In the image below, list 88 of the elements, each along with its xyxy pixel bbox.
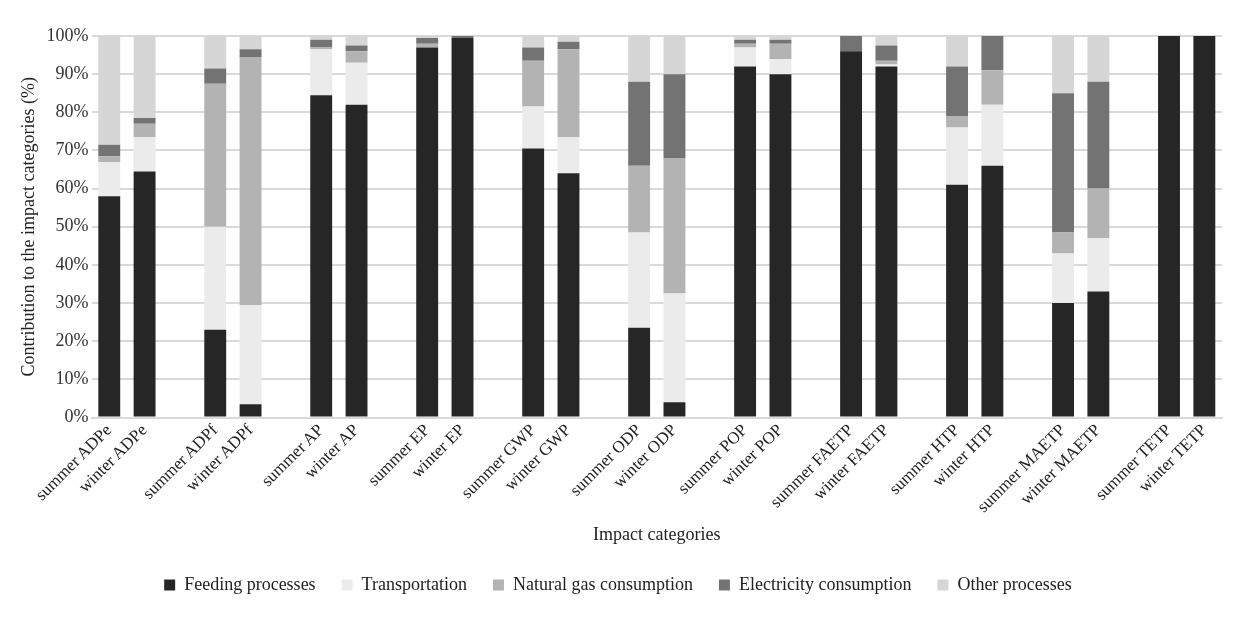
y-tick-label: 10% [55,368,89,389]
bar [522,60,545,107]
bar [875,60,898,65]
y-tick-label: 90% [55,62,89,83]
bar [204,329,227,417]
bar [204,83,227,227]
bar [628,232,651,328]
bar [875,45,898,61]
bar [310,95,333,417]
bar [769,58,792,75]
bar [1087,238,1110,292]
y-axis-title: Contribution to the impact categories (%) [17,77,39,377]
y-tick-label: 40% [55,253,89,274]
bar [628,81,651,166]
bar [133,118,156,124]
bar [310,49,333,96]
bar [345,104,368,417]
bar [946,116,969,128]
bar [416,47,439,417]
bar [522,148,545,417]
bar [557,173,580,417]
bar [557,137,580,174]
bar [946,184,969,417]
bar [557,49,580,138]
bar [522,106,545,149]
y-tick-label: 80% [55,101,89,122]
bar [239,404,262,417]
legend-label: Natural gas consumption [512,573,693,594]
y-tick-label: 60% [55,177,89,198]
bar [416,37,439,44]
bar [628,165,651,233]
bar [946,66,969,117]
bar [981,36,1004,71]
bar [734,47,757,67]
bar [840,36,863,52]
bar [133,123,156,138]
bar [345,51,368,63]
bar [1052,253,1074,304]
bar [345,62,368,105]
bar [1087,291,1110,417]
bar [133,171,156,417]
bar [239,304,262,405]
bar [981,165,1004,417]
bar [310,39,333,48]
bar [981,70,1004,105]
bar [522,47,545,61]
bar [1158,36,1180,417]
bar [1052,93,1074,233]
bar [663,158,686,294]
bar [1052,303,1074,417]
bar [663,74,686,159]
bar [204,226,227,330]
y-tick-label: 20% [55,329,89,350]
bar [451,37,474,417]
legend-label: Feeding processes [184,573,316,594]
bar [133,137,156,172]
bar [1087,188,1110,239]
bar [946,127,969,185]
bar [1052,232,1074,254]
bar [734,66,757,417]
bar [663,402,686,417]
legend-label: Other processes [957,573,1072,594]
bar [663,293,686,403]
y-tick-label: 30% [55,291,89,312]
y-tick-label: 50% [55,215,89,236]
bar [981,104,1004,166]
bar [769,74,792,417]
bar [628,327,651,417]
y-tick-label: 70% [55,139,89,160]
bar [1193,36,1216,417]
legend-label: Electricity consumption [738,573,912,594]
bar [734,39,757,44]
bar [204,68,227,84]
x-axis-title: Impact categories [593,523,721,544]
bar [769,43,792,59]
bar [239,49,262,57]
bar [1087,81,1110,189]
bar [98,196,121,417]
bar [875,66,898,417]
legend-label: Transportation [361,573,467,594]
bar [98,144,121,157]
bar [239,56,262,305]
y-tick-label: 0% [64,406,89,427]
y-tick-label: 100% [46,24,89,45]
bar [840,51,863,417]
bar [98,156,121,162]
bar [769,39,792,44]
bar [98,161,121,197]
